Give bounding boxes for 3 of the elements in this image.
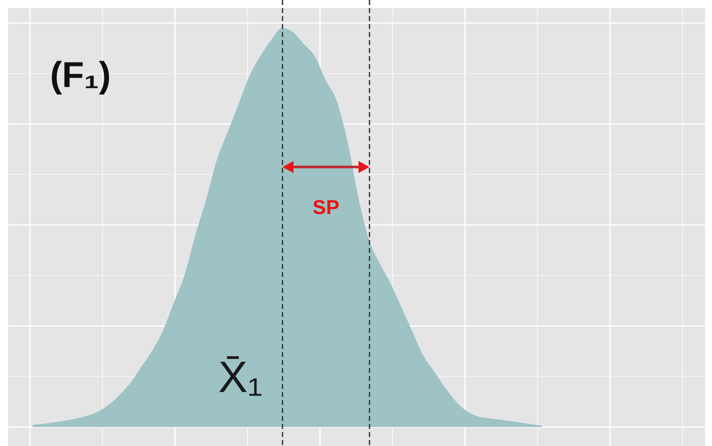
annotation: X̄₁ — [218, 353, 262, 402]
annotation: SP — [312, 197, 340, 219]
text: (F₁) — [50, 54, 111, 95]
